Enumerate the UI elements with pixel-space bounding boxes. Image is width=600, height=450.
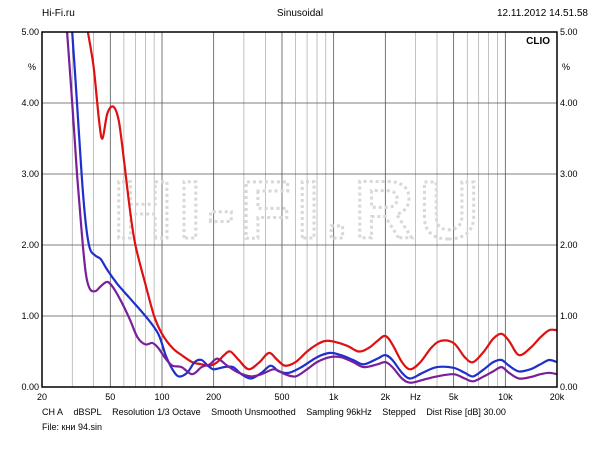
setting-resolution: Resolution 1/3 Octave — [112, 407, 201, 417]
clio-brand: CLIO — [526, 36, 550, 47]
watermark-text: HI-FI.RU — [113, 165, 484, 256]
setting-channel: CH A — [42, 407, 64, 417]
y-tick-label-right: 4.00 — [560, 98, 578, 108]
x-tick-label: 10k — [498, 392, 513, 400]
x-tick-label: 100 — [154, 392, 169, 400]
y-tick-label-right: 0.00 — [560, 382, 578, 392]
header-left-label: Hi-Fi.ru — [42, 8, 75, 19]
x-tick-label: 500 — [274, 392, 289, 400]
series-line-red — [86, 32, 557, 371]
file-name: File: кни 94.sin — [42, 422, 102, 432]
setting-smoothing: Smooth Unsmoothed — [211, 407, 296, 417]
series-line-purple — [66, 32, 557, 384]
setting-dist-rise: Dist Rise [dB] 30.00 — [426, 407, 506, 417]
x-tick-label: 2k — [381, 392, 391, 400]
y-tick-label-left: 2.00 — [21, 240, 39, 250]
distortion-chart: HI-FI.RU 0.00 0.00 1.00 1.00 2.00 2.00 3.00 3.0… — [21, 27, 577, 400]
y-unit-left: % — [28, 62, 36, 72]
y-tick-label-right: 2.00 — [560, 240, 578, 250]
setting-units: dBSPL — [73, 407, 102, 417]
measurement-settings: CH A dBSPL Resolution 1/3 Octave Smooth … — [42, 407, 514, 417]
y-tick-label-left: 3.00 — [21, 169, 39, 179]
y-tick-label-left: 1.00 — [21, 311, 39, 321]
y-axis-labels: 0.00 0.00 1.00 1.00 2.00 2.00 3.00 3.00 4.00 4.00… — [21, 27, 577, 392]
x-tick-label: 20 — [37, 392, 47, 400]
x-tick-label: 20k — [550, 392, 565, 400]
x-axis-unit: Hz — [410, 392, 421, 400]
header-timestamp: 12.11.2012 14.51.58 — [496, 8, 588, 19]
y-tick-label-left: 4.00 — [21, 98, 39, 108]
x-tick-label: 200 — [206, 392, 221, 400]
series-group — [66, 32, 557, 384]
plot-frame — [41, 31, 558, 388]
chart-title: Sinusoidal — [276, 8, 324, 19]
x-tick-label: 50 — [105, 392, 115, 400]
plot-area — [42, 32, 557, 387]
y-tick-label-left: 0.00 — [21, 382, 39, 392]
y-tick-label-right: 1.00 — [560, 311, 578, 321]
setting-stepped: Stepped — [382, 407, 416, 417]
y-tick-label-right: 3.00 — [560, 169, 578, 179]
setting-sampling: Sampling 96kHz — [306, 407, 372, 417]
x-tick-label: 5k — [449, 392, 459, 400]
x-tick-label: 1k — [329, 392, 339, 400]
y-tick-label-right: 5.00 — [560, 27, 578, 37]
y-tick-label-left: 5.00 — [21, 27, 39, 37]
y-unit-right: % — [562, 62, 570, 72]
x-axis-labels: 20 50 100 200 500 1k 2k 5k 10k 20k Hz — [37, 392, 565, 400]
